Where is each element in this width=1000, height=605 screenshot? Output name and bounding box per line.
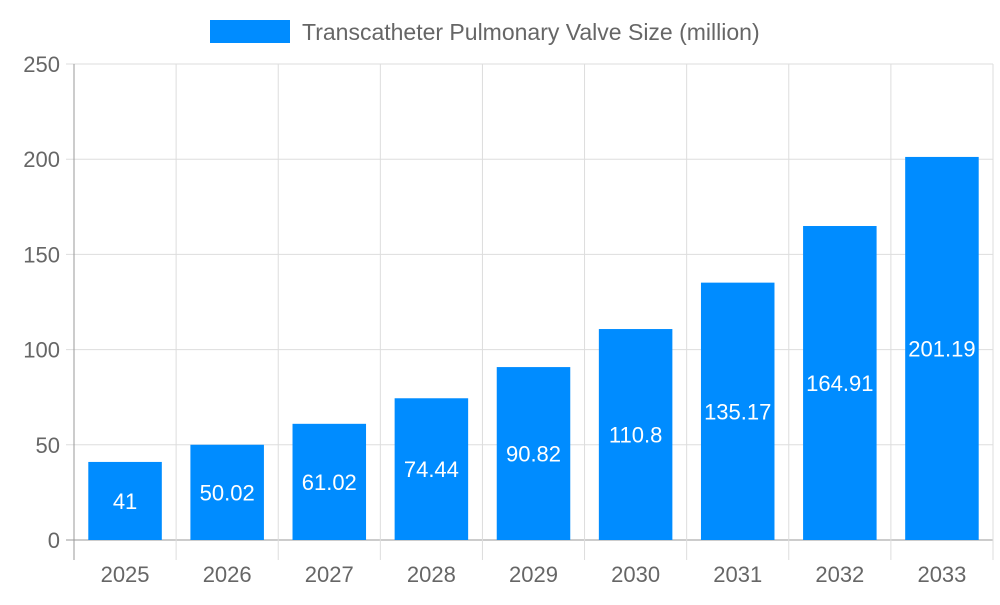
x-tick-label: 2028 <box>407 562 456 587</box>
data-label: 164.91 <box>806 371 873 396</box>
x-tick-label: 2026 <box>203 562 252 587</box>
data-label: 61.02 <box>302 470 357 495</box>
data-label: 110.8 <box>609 423 662 448</box>
x-tick-label: 2029 <box>509 562 558 587</box>
data-label: 41 <box>113 489 137 514</box>
y-tick-label: 250 <box>23 52 60 77</box>
x-tick-label: 2030 <box>611 562 660 587</box>
data-label: 50.02 <box>200 480 255 505</box>
x-tick-label: 2031 <box>713 562 762 587</box>
bar <box>905 156 979 540</box>
legend[interactable]: Transcatheter Pulmonary Valve Size (mill… <box>210 19 760 45</box>
x-tick-label: 2032 <box>815 562 864 587</box>
bar <box>190 444 264 540</box>
legend-label: Transcatheter Pulmonary Valve Size (mill… <box>302 19 760 45</box>
x-tick-label: 2033 <box>917 562 966 587</box>
y-tick-label: 200 <box>23 147 60 172</box>
bar <box>88 461 162 540</box>
data-label: 201.19 <box>908 336 975 361</box>
data-label: 74.44 <box>404 457 459 482</box>
data-label: 135.17 <box>704 399 771 424</box>
data-label: 90.82 <box>506 442 561 467</box>
bar <box>700 282 775 540</box>
y-tick-label: 100 <box>23 338 60 363</box>
y-tick-label: 150 <box>23 242 60 267</box>
bar <box>496 367 571 540</box>
bar <box>394 398 469 540</box>
bar <box>803 226 877 540</box>
x-tick-label: 2027 <box>305 562 354 587</box>
y-tick-label: 0 <box>48 528 60 553</box>
x-tick-label: 2025 <box>101 562 150 587</box>
y-tick-label: 50 <box>36 433 60 458</box>
legend-swatch <box>210 20 290 43</box>
bar <box>292 423 367 540</box>
bar <box>598 329 673 540</box>
